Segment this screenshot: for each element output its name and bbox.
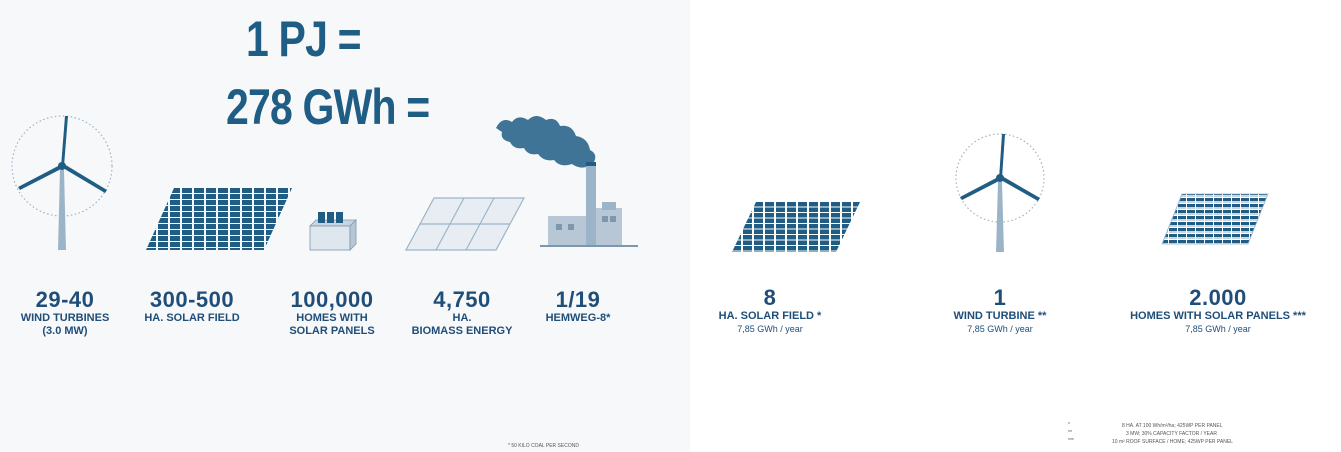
stat-value: 4,750	[433, 287, 491, 312]
wind-turbine-icon	[11, 115, 113, 250]
stat-label-secondary: BIOMASS ENERGY	[411, 325, 513, 337]
stat-label: HOMES WITH	[296, 312, 368, 324]
stat-label: HA. SOLAR FIELD *	[718, 310, 822, 322]
stat-value: 1/19	[555, 287, 601, 312]
stat-label: HA.	[452, 312, 472, 324]
wind-turbine-icon	[955, 133, 1045, 252]
stat-label: HEMWEG-8*	[545, 312, 611, 324]
solar-field-icon	[732, 202, 860, 252]
stat-label: WIND TURBINE **	[953, 310, 1047, 322]
stat-hemweg: 1/19 HEMWEG-8*	[532, 288, 624, 325]
biomass-field-icon	[404, 197, 526, 251]
stat-label: HA. SOLAR FIELD	[144, 312, 240, 324]
stat-sub: 7,85 GWh / year	[1185, 324, 1251, 334]
headline-pj: 1 PJ =	[246, 11, 362, 67]
stat-biomass: 4,750 HA. BIOMASS ENERGY	[402, 288, 522, 338]
stat-label: HOMES WITH SOLAR PANELS ***	[1130, 310, 1306, 322]
stat-value: 29-40	[35, 287, 95, 312]
stat-wind-turbine-1: 1 WIND TURBINE ** 7,85 GWh / year	[920, 286, 1080, 335]
footnote-marker: *	[1068, 422, 1070, 428]
stat-sub: 7,85 GWh / year	[737, 324, 803, 334]
footnote-right-2: 3 MW; 30% CAPACITY FACTOR / YEAR	[1126, 431, 1217, 437]
stat-value: 1	[993, 285, 1007, 310]
footnote-marker: ***	[1068, 438, 1074, 444]
stat-value: 100,000	[290, 287, 374, 312]
stat-solar-field-8ha: 8 HA. SOLAR FIELD * 7,85 GWh / year	[690, 286, 850, 335]
stat-label: WIND TURBINES	[20, 312, 110, 324]
stat-label-secondary: SOLAR PANELS	[289, 325, 375, 337]
headline-gwh: 278 GWh =	[226, 79, 430, 135]
stat-sub: 7,85 GWh / year	[967, 324, 1033, 334]
solar-home-icon	[309, 212, 357, 251]
footnote-right-3: 10 m² ROOF SURFACE / HOME; 425WP PER PAN…	[1112, 439, 1233, 445]
footnote-right-1: 8 HA. AT 100 Wh/m²/ha; 425WP PER PANEL	[1122, 423, 1223, 429]
stat-wind-turbines: 29-40 WIND TURBINES (3.0 MW)	[10, 288, 120, 338]
stat-solar-homes: 100,000 HOMES WITH SOLAR PANELS	[272, 288, 392, 338]
stat-value: 8	[763, 285, 777, 310]
stat-value: 300-500	[149, 287, 235, 312]
footnote-left: * 50 KILO COAL PER SECOND	[508, 443, 579, 449]
stat-label-secondary: (3.0 MW)	[42, 325, 88, 337]
stat-solar-homes-2000: 2.000 HOMES WITH SOLAR PANELS *** 7,85 G…	[1100, 286, 1336, 335]
footnote-marker: **	[1068, 430, 1072, 436]
stat-solar-field: 300-500 HA. SOLAR FIELD	[130, 288, 254, 325]
solar-field-icon	[146, 188, 292, 250]
solar-roofs-icon	[1161, 193, 1269, 245]
power-plant-icon	[496, 116, 638, 247]
stat-value: 2.000	[1189, 285, 1247, 310]
